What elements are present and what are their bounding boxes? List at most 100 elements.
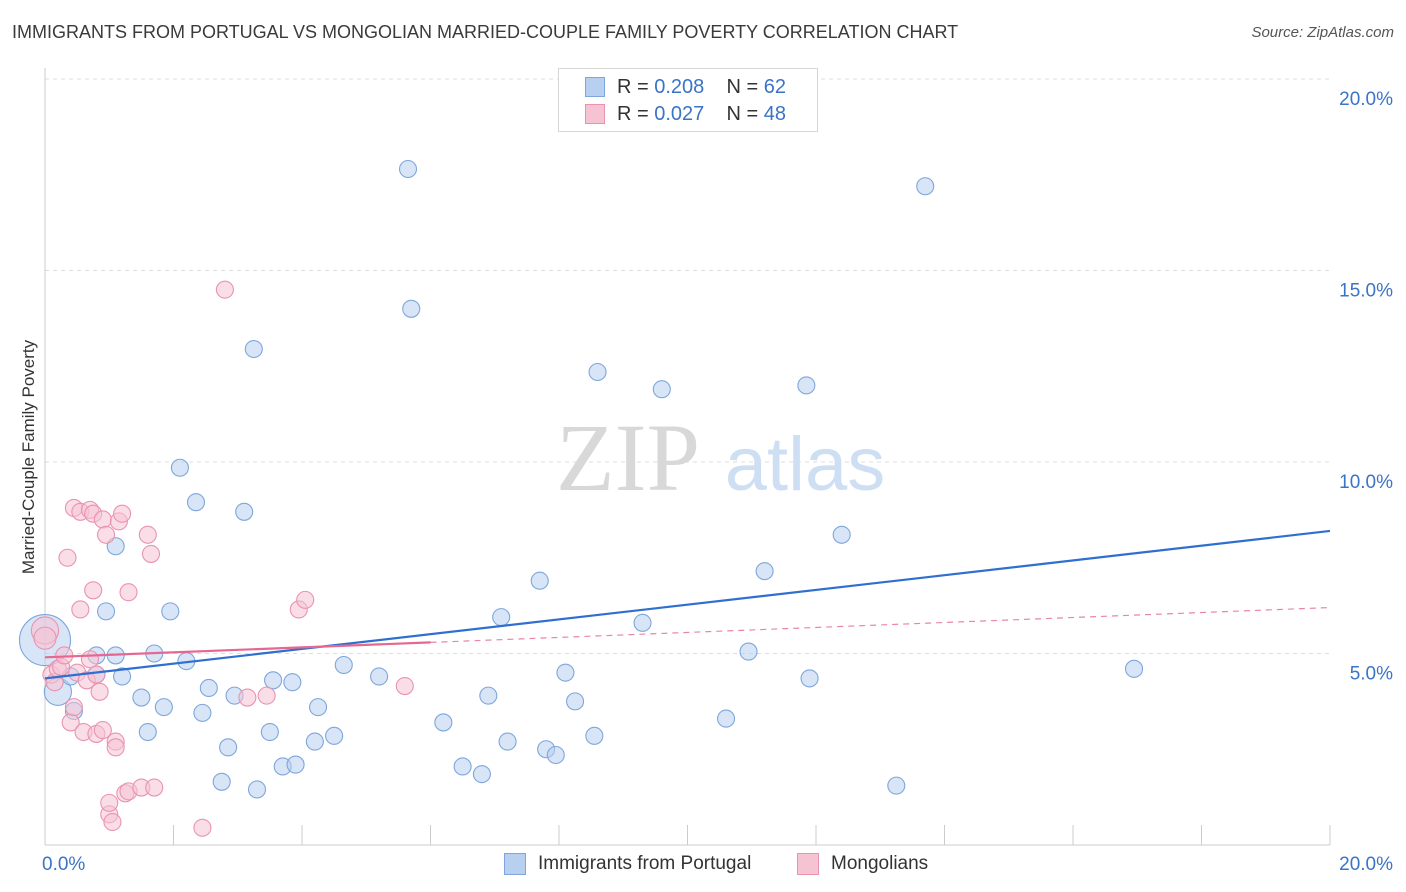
point-mongolians bbox=[395, 677, 414, 696]
point-mongolians bbox=[238, 688, 257, 707]
point-portugal bbox=[247, 780, 267, 799]
point-mongolians bbox=[106, 738, 125, 757]
point-portugal bbox=[286, 755, 305, 774]
legend-swatch-mongolians bbox=[585, 104, 605, 124]
trend-layer bbox=[44, 529, 1331, 680]
point-mongolians bbox=[33, 626, 57, 650]
point-portugal bbox=[566, 692, 585, 711]
y-tick-label: 20.0% bbox=[1339, 89, 1393, 110]
point-mongolians bbox=[64, 698, 83, 717]
point-portugal bbox=[453, 757, 472, 776]
point-portugal bbox=[588, 362, 607, 382]
legend-n-value: 48 bbox=[763, 102, 787, 125]
point-mongolians bbox=[93, 721, 112, 740]
point-portugal bbox=[260, 722, 279, 742]
point-portugal bbox=[479, 686, 498, 705]
point-portugal bbox=[161, 602, 180, 621]
point-mongolians bbox=[58, 548, 77, 567]
grid-layer bbox=[45, 78, 1330, 654]
point-portugal bbox=[546, 745, 565, 765]
legend-r-value: 0.208 bbox=[654, 75, 705, 98]
legend-swatch-mongolians bbox=[797, 853, 819, 875]
point-portugal bbox=[916, 177, 935, 196]
point-portugal bbox=[309, 698, 328, 717]
point-portugal bbox=[492, 608, 511, 627]
point-portugal bbox=[472, 765, 491, 784]
point-portugal bbox=[498, 732, 517, 751]
trendline-mongolians bbox=[44, 641, 431, 659]
legend-row-portugal: R = 0.208 N = 62 bbox=[585, 75, 787, 99]
points-layer bbox=[18, 159, 1144, 837]
point-portugal bbox=[96, 602, 116, 621]
y-tick-label: 15.0% bbox=[1339, 281, 1393, 302]
point-portugal bbox=[193, 703, 212, 722]
point-mongolians bbox=[100, 793, 119, 812]
point-mongolians bbox=[141, 544, 161, 563]
legend-row-mongolians: R = 0.027 N = 48 bbox=[585, 102, 787, 126]
point-mongolians bbox=[96, 525, 116, 544]
watermark-zip: ZIP bbox=[556, 404, 700, 511]
axis-layer bbox=[44, 68, 1331, 846]
point-portugal bbox=[652, 380, 671, 399]
point-portugal bbox=[800, 669, 819, 688]
point-portugal bbox=[244, 339, 263, 359]
x-tick-label: 20.0% bbox=[1339, 854, 1393, 875]
point-portugal bbox=[755, 562, 774, 581]
point-portugal bbox=[170, 458, 189, 477]
point-portugal bbox=[1124, 659, 1144, 678]
point-portugal bbox=[739, 642, 758, 661]
point-portugal bbox=[556, 663, 575, 682]
point-portugal bbox=[219, 738, 238, 757]
point-portugal bbox=[633, 613, 652, 632]
point-portugal bbox=[264, 671, 283, 690]
point-portugal bbox=[212, 772, 231, 791]
point-portugal bbox=[132, 688, 151, 707]
point-portugal bbox=[235, 502, 254, 521]
point-portugal bbox=[334, 655, 353, 675]
point-mongolians bbox=[193, 818, 212, 837]
y-tick-label: 5.0% bbox=[1350, 664, 1393, 685]
point-portugal bbox=[530, 571, 549, 590]
point-portugal bbox=[283, 673, 302, 692]
point-portugal bbox=[887, 776, 906, 795]
point-portugal bbox=[199, 678, 218, 698]
point-portugal bbox=[325, 726, 344, 745]
correlation-legend: R = 0.208 N = 62 R = 0.027 N = 48 bbox=[558, 68, 818, 132]
legend-swatch-portugal bbox=[504, 853, 526, 875]
point-portugal bbox=[154, 698, 173, 717]
legend-swatch-portugal bbox=[585, 77, 605, 97]
source-label: Source: ZipAtlas.com bbox=[1251, 24, 1394, 41]
point-portugal bbox=[305, 732, 324, 751]
legend-r-value: 0.027 bbox=[654, 102, 705, 125]
legend-r-label: R = bbox=[617, 75, 655, 98]
point-portugal bbox=[832, 525, 851, 544]
tick-labels: 5.0% 10.0% 15.0% 20.0% 0.0% 20.0% bbox=[42, 89, 1393, 875]
point-mongolians bbox=[138, 525, 157, 544]
point-portugal bbox=[113, 667, 132, 686]
legend-label-mongolians: Mongolians bbox=[831, 853, 929, 874]
point-mongolians bbox=[215, 280, 234, 299]
point-portugal bbox=[585, 726, 604, 745]
legend-label-portugal: Immigrants from Portugal bbox=[538, 853, 752, 874]
point-mongolians bbox=[71, 600, 90, 619]
legend-r-label: R = bbox=[617, 102, 655, 125]
chart-title: IMMIGRANTS FROM PORTUGAL VS MONGOLIAN MA… bbox=[12, 22, 959, 42]
point-portugal bbox=[402, 299, 421, 318]
legend-n-label: N = bbox=[726, 102, 764, 125]
legend-item-portugal: Immigrants from Portugal bbox=[504, 852, 751, 876]
legend-n-value: 62 bbox=[763, 75, 787, 98]
point-mongolians bbox=[90, 682, 109, 701]
point-mongolians bbox=[145, 778, 164, 797]
trendline-mongolians-extension bbox=[430, 606, 1331, 643]
point-portugal bbox=[138, 722, 157, 742]
legend-item-mongolians: Mongolians bbox=[797, 852, 928, 876]
point-portugal bbox=[186, 493, 206, 512]
x-tick-label: 0.0% bbox=[42, 854, 85, 875]
point-mongolians bbox=[93, 510, 112, 529]
point-mongolians bbox=[113, 504, 132, 523]
point-mongolians bbox=[296, 590, 315, 609]
point-mongolians bbox=[257, 686, 276, 705]
point-portugal bbox=[797, 376, 816, 395]
point-mongolians bbox=[103, 812, 122, 832]
